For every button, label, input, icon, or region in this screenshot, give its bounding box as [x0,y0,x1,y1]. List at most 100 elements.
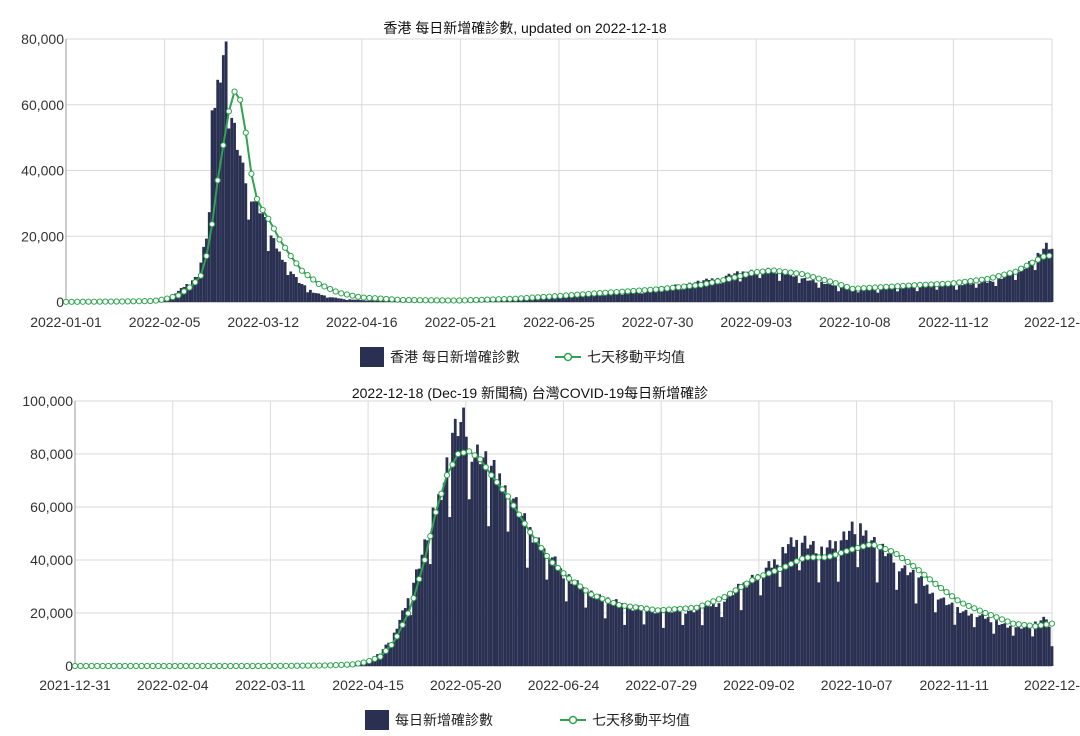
daily-case-bar [870,540,873,666]
daily-case-bar [831,285,835,302]
moving-average-point [343,661,351,668]
moving-average-point [276,236,283,243]
moving-average-point [377,295,384,302]
daily-case-bar [1039,254,1043,302]
moving-average-point [1015,621,1022,628]
moving-average-point [482,464,489,471]
moving-average-point [630,287,637,295]
x-tick-label: 2022-02-05 [129,314,201,330]
moving-average-point [793,558,800,565]
daily-case-bar [798,570,801,666]
moving-average-point [928,281,935,288]
daily-case-bar [244,183,248,302]
daily-case-bar [734,589,737,666]
daily-case-bar [920,576,923,666]
moving-average-point [221,662,228,670]
moving-average-point [501,295,508,303]
moving-average-point [562,292,570,299]
y-tick-label: 0 [65,658,73,674]
daily-case-bar [1016,271,1020,302]
daily-case-bar [845,288,849,302]
daily-case-bar [895,589,898,666]
daily-case-bar [825,283,829,302]
x-tick-label: 2021-12-31 [39,677,111,693]
moving-average-point [338,661,345,668]
moving-average-point [517,295,525,302]
moving-average-point [1032,623,1039,630]
moving-average-point [421,556,428,564]
daily-case-bar [994,286,998,302]
daily-case-bar [578,589,582,666]
daily-case-bar [634,607,638,666]
daily-case-bar [492,460,496,666]
moving-average-point [105,662,112,670]
daily-case-bar [728,591,732,666]
x-tick-label: 2022-07-30 [622,314,694,330]
daily-case-bar [972,627,976,666]
daily-case-bar [823,283,826,302]
daily-case-bar [1005,274,1009,302]
moving-average-point [699,602,706,609]
daily-case-bar [1047,626,1051,666]
daily-case-bar [736,583,740,666]
daily-case-bar [730,275,734,302]
moving-average-point [579,291,586,298]
daily-case-bar [929,286,933,302]
moving-average-point [967,278,974,285]
moving-average-point [787,269,794,276]
moving-average-point [1040,253,1047,260]
moving-average-point [377,653,384,660]
moving-average-point [933,281,940,288]
moving-average-point [1023,262,1030,269]
moving-average-point [588,591,595,598]
daily-case-bar [753,580,757,666]
daily-case-bar [989,622,993,666]
moving-average-point [669,284,676,291]
moving-average-point [366,294,373,302]
daily-case-bar [589,293,593,302]
moving-average-point [565,575,573,582]
moving-average-point [632,604,639,611]
moving-average-point [478,296,485,303]
daily-case-bar [280,259,284,302]
daily-case-bar [561,297,565,302]
daily-case-bar [376,300,380,302]
daily-case-bar [1039,620,1043,666]
moving-average-point [596,290,603,297]
moving-average-point [349,661,356,668]
daily-case-bar [359,300,363,302]
moving-average-point [141,298,148,305]
daily-case-bar [856,292,860,302]
daily-case-bar [603,618,607,666]
moving-average-point [937,584,945,592]
daily-case-bar [517,516,521,666]
moving-average-point [978,276,985,283]
daily-case-bar [713,279,717,302]
daily-case-bar [509,500,513,666]
moving-average-point [649,606,656,613]
legend-bar-swatch [365,710,389,730]
legend-line-label: 七天移動平均值 [592,712,690,728]
daily-case-bar [903,565,907,666]
daily-case-bar [723,601,726,666]
daily-case-bar [761,271,765,302]
x-tick-label: 2022-02-04 [137,677,209,693]
moving-average-point [915,567,922,574]
daily-case-bar [320,294,324,302]
daily-case-bar [685,284,689,302]
daily-case-bar [1017,625,1021,666]
moving-average-point [416,297,424,304]
daily-case-bar [837,291,840,302]
daily-case-bar [667,607,671,666]
moving-average-point [742,271,749,278]
moving-average-point [883,283,890,290]
moving-average-point [602,289,609,296]
daily-case-bar [764,567,768,666]
moving-average-point [121,662,129,670]
moving-average-point [152,297,159,304]
daily-case-bar [395,628,399,666]
daily-case-bar [297,282,301,302]
daily-case-bar [328,297,332,302]
daily-case-bar [556,569,560,666]
moving-average-point [138,662,145,670]
